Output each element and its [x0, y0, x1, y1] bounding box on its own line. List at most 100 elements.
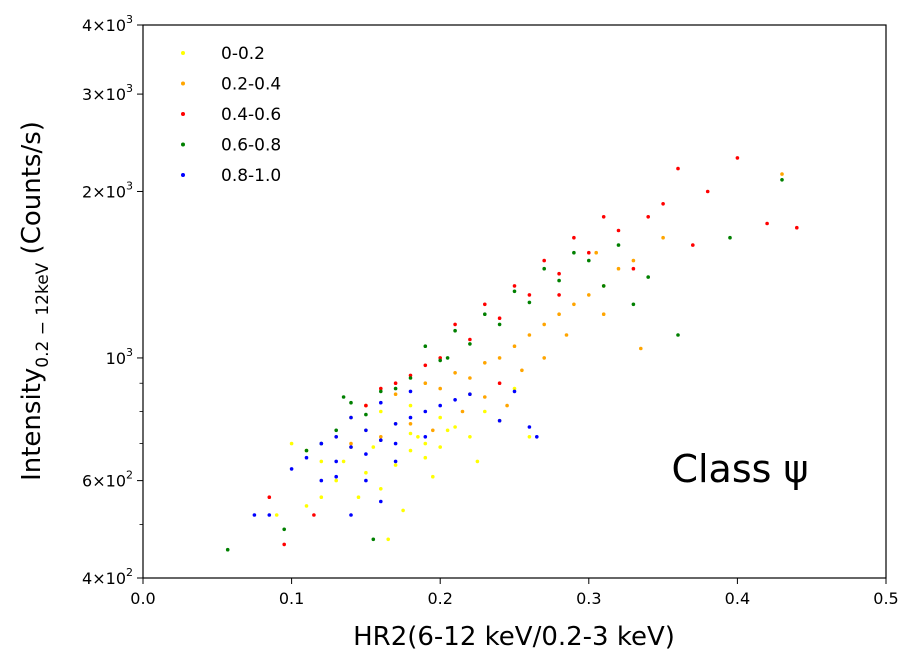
- data-point-series-2-12: [512, 284, 517, 288]
- x-axis-ticks: 0.0 0.1 0.2 0.3 0.4 0.5: [130, 578, 899, 608]
- data-point-series-2-23: [765, 221, 769, 226]
- data-point-series-3-25: [371, 537, 376, 542]
- data-point-series-3-12: [483, 312, 487, 317]
- data-point-series-0-34: [416, 435, 420, 439]
- data-point-series-4-7: [423, 409, 428, 414]
- data-point-series-4-29: [393, 459, 398, 464]
- data-point-series-1-5: [512, 344, 517, 349]
- data-point-series-2-17: [393, 381, 398, 386]
- data-point-series-1-10: [438, 386, 443, 391]
- data-point-series-3-13: [512, 289, 517, 294]
- data-point-series-2-25: [267, 495, 272, 500]
- data-point-series-2-7: [587, 250, 591, 255]
- data-point-series-0-23: [379, 487, 383, 491]
- legend-label-4: 0.8-1.0: [221, 166, 281, 186]
- data-point-series-1-23: [661, 235, 665, 240]
- data-point-series-0-8: [408, 431, 413, 436]
- data-point-series-0-22: [319, 495, 324, 500]
- data-point-series-4-19: [304, 455, 309, 460]
- data-point-series-1-6: [542, 322, 546, 327]
- data-point-series-1-19: [349, 441, 353, 446]
- data-point-series-3-21: [282, 527, 287, 532]
- legend-marker-2: [181, 112, 185, 116]
- data-point-series-2-9: [646, 215, 650, 219]
- data-point-series-0-32: [341, 459, 346, 464]
- x-tick-label-0: 0.0: [130, 589, 155, 608]
- data-point-series-3-30: [304, 448, 309, 453]
- legend-marker-3: [181, 142, 185, 147]
- y-axis-label-unit: (Counts/s): [17, 121, 47, 263]
- data-point-series-4-30: [364, 478, 368, 483]
- data-point-series-0-30: [386, 537, 391, 542]
- data-point-series-4-31: [334, 474, 339, 479]
- data-point-series-1-17: [408, 422, 413, 426]
- data-point-series-2-19: [676, 166, 680, 171]
- data-point-series-3-10: [423, 344, 428, 349]
- data-point-series-2-1: [408, 373, 413, 378]
- data-point-series-1-27: [564, 333, 569, 337]
- data-point-series-3-2: [408, 376, 413, 380]
- data-point-series-1-2: [423, 381, 428, 386]
- data-point-series-1-11: [468, 376, 472, 380]
- data-point-series-4-3: [364, 428, 368, 433]
- x-tick-label-3: 0.3: [576, 589, 601, 608]
- data-point-series-1-3: [453, 371, 457, 375]
- data-point-series-2-18: [364, 403, 368, 408]
- data-point-series-0-38: [475, 459, 480, 464]
- data-point-series-3-27: [445, 356, 450, 360]
- data-point-series-3-17: [364, 412, 368, 417]
- data-point-series-0-29: [408, 448, 413, 453]
- data-point-series-1-13: [527, 333, 532, 337]
- x-tick-label-2: 0.2: [427, 589, 452, 608]
- data-point-series-2-26: [282, 542, 287, 547]
- data-point-series-3-23: [780, 178, 784, 182]
- data-point-series-1-14: [557, 312, 561, 317]
- data-point-series-3-0: [349, 400, 353, 405]
- data-point-series-4-18: [319, 478, 324, 483]
- data-point-series-4-26: [527, 425, 532, 429]
- data-point-series-0-28: [274, 513, 279, 517]
- data-point-series-0-26: [512, 386, 517, 391]
- data-point-series-3-16: [393, 386, 398, 391]
- data-point-series-2-2: [438, 356, 443, 360]
- data-point-series-2-5: [527, 293, 532, 297]
- data-point-series-3-9: [616, 243, 621, 247]
- data-point-series-0-20: [379, 409, 383, 414]
- data-point-series-4-10: [468, 392, 472, 397]
- data-point-series-2-27: [312, 513, 316, 517]
- data-point-series-1-4: [483, 361, 487, 365]
- data-point-series-3-31: [646, 275, 650, 279]
- data-point-series-1-9: [631, 258, 636, 263]
- data-point-series-2-16: [423, 363, 428, 368]
- legend-label-1: 0.2-0.4: [221, 75, 281, 95]
- data-point-series-3-3: [438, 358, 443, 363]
- data-point-series-0-12: [468, 435, 472, 439]
- data-point-series-4-24: [379, 499, 383, 504]
- data-point-series-4-12: [364, 452, 368, 456]
- data-point-series-3-6: [527, 300, 532, 305]
- legend-label-0: 0-0.2: [221, 44, 265, 64]
- data-point-series-0-15: [334, 478, 339, 483]
- class-annotation: Class ψ: [671, 447, 808, 491]
- points-layer: [225, 156, 799, 552]
- data-point-series-0-27: [304, 504, 309, 508]
- y-tick-label-0: 4×102: [82, 566, 133, 588]
- data-point-series-0-11: [453, 425, 457, 429]
- y-tick-label-5: 4×103: [82, 13, 133, 35]
- data-point-series-4-17: [408, 389, 413, 394]
- data-point-series-2-31: [497, 381, 502, 386]
- y-tick-label-1: 6×102: [82, 469, 133, 491]
- data-point-series-2-28: [631, 266, 636, 271]
- legend-marker-4: [181, 173, 185, 177]
- legend-marker-0: [181, 51, 185, 55]
- legend-label-2: 0.4-0.6: [221, 105, 281, 125]
- data-point-series-1-22: [601, 312, 606, 317]
- legend: 0-0.2 0.2-0.4 0.4-0.6 0.6-0.8 0.8-1.0: [181, 44, 281, 186]
- data-point-series-4-21: [252, 513, 257, 517]
- data-point-series-2-30: [557, 293, 561, 297]
- data-point-series-4-20: [289, 467, 294, 471]
- data-point-series-3-20: [225, 547, 230, 552]
- data-point-series-0-0: [289, 441, 294, 446]
- data-point-series-1-16: [616, 266, 621, 271]
